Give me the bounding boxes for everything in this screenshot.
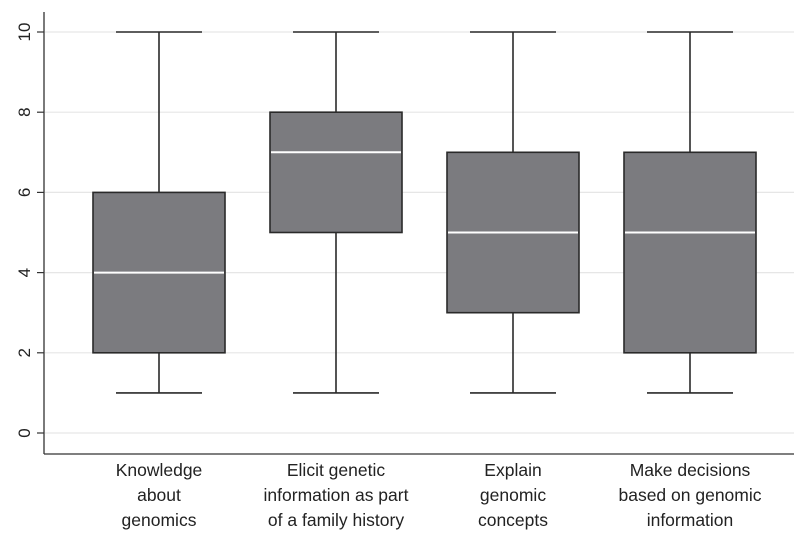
y-tick-label: 2: [15, 348, 34, 357]
category-label-line: information as part: [264, 485, 409, 505]
category-label: Elicit genetic information as part of a fa…: [264, 460, 409, 530]
box-iqr: [623, 151, 757, 354]
category-label-line: Explain: [484, 460, 541, 480]
y-ticks: 0 2 4 6 8 10: [15, 23, 44, 438]
box-group: [446, 31, 580, 394]
category-label-line: Make decisions: [630, 460, 751, 480]
category-label-line: based on genomic: [618, 485, 761, 505]
y-tick-label: 8: [15, 107, 34, 116]
y-tick-label: 4: [15, 268, 34, 277]
category-label-line: Knowledge: [116, 460, 203, 480]
box-group: [623, 31, 757, 394]
category-label: Make decisions based on genomic informatio…: [618, 460, 761, 530]
y-tick-label: 10: [15, 23, 34, 42]
category-label-line: genomic: [480, 485, 546, 505]
axes: [43, 12, 794, 455]
category-label-line: about: [137, 485, 181, 505]
box-iqr: [269, 111, 403, 234]
category-label-line: concepts: [478, 510, 548, 530]
y-tick-label: 0: [15, 428, 34, 437]
category-label: Explain genomic concepts: [478, 460, 548, 530]
y-tick-label: 6: [15, 188, 34, 197]
box-group: [92, 31, 226, 394]
category-label-line: Elicit genetic: [287, 460, 385, 480]
boxes: [92, 31, 757, 394]
box-group: [269, 31, 403, 394]
category-label-line: genomics: [122, 510, 197, 530]
category-label-line: information: [647, 510, 734, 530]
category-label: Knowledge about genomics: [116, 460, 203, 530]
category-label-line: of a family history: [268, 510, 404, 530]
category-labels: Knowledge about genomics Elicit genetic info…: [116, 460, 762, 530]
